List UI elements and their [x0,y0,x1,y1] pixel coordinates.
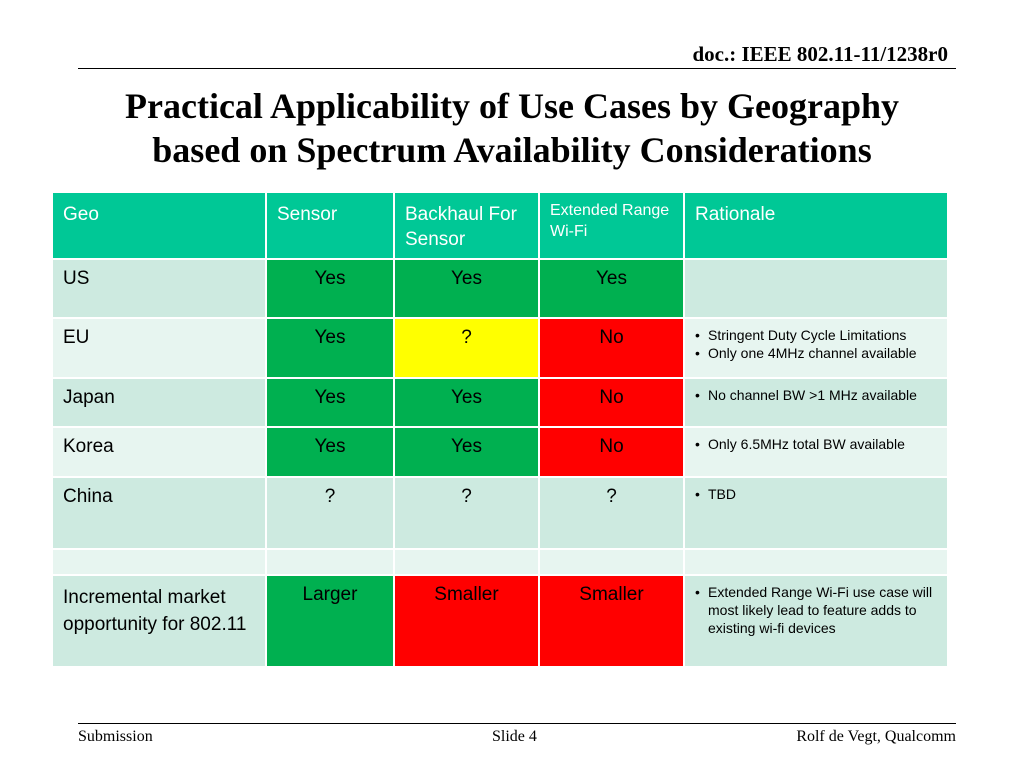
extended-range-cell: ? [538,476,685,550]
sensor-cell: ? [265,476,395,550]
table-row: China ? ? ? TBD [51,476,949,550]
backhaul-cell: Smaller [393,574,540,668]
sensor-cell: Yes [265,377,395,428]
table-row: EU Yes ? No Stringent Duty Cycle Limitat… [51,317,949,379]
extended-range-cell: Yes [538,258,685,319]
footer-divider [78,723,956,724]
backhaul-cell: ? [393,476,540,550]
column-header-backhaul: Backhaul For Sensor [393,191,540,260]
geography-applicability-table: Geo Sensor Backhaul For Sensor Extended … [51,191,949,668]
sensor-cell: Yes [265,258,395,319]
column-header-rationale: Rationale [683,191,949,260]
sensor-cell: Larger [265,574,395,668]
column-header-sensor: Sensor [265,191,395,260]
sensor-cell [265,548,395,576]
table-row [51,548,949,576]
rationale-item: Only one 4MHz channel available [695,344,939,362]
rationale-cell [683,548,949,576]
backhaul-cell: Yes [393,377,540,428]
geo-cell: US [51,258,267,319]
title-line-2: based on Spectrum Availability Considera… [152,129,872,170]
rationale-item: TBD [695,485,939,503]
rationale-cell: Extended Range Wi-Fi use case will most … [683,574,949,668]
extended-range-cell [538,548,685,576]
footer-submission: Submission [78,728,153,745]
document-id: doc.: IEEE 802.11-11/1238r0 [692,42,948,66]
rationale-cell: No channel BW >1 MHz available [683,377,949,428]
rationale-item: No channel BW >1 MHz available [695,386,939,404]
backhaul-cell: Yes [393,426,540,478]
geo-cell: China [51,476,267,550]
backhaul-cell: Yes [393,258,540,319]
table-row: Japan Yes Yes No No channel BW >1 MHz av… [51,377,949,428]
column-header-geo: Geo [51,191,267,260]
backhaul-cell: ? [393,317,540,379]
extended-range-cell: No [538,426,685,478]
extended-range-cell: Smaller [538,574,685,668]
geo-cell: EU [51,317,267,379]
extended-range-cell: No [538,377,685,428]
rationale-cell: TBD [683,476,949,550]
backhaul-cell [393,548,540,576]
geo-cell: Korea [51,426,267,478]
table-row: US Yes Yes Yes [51,258,949,319]
rationale-cell [683,258,949,319]
column-header-extended-range: Extended Range Wi-Fi [538,191,685,260]
geo-cell: Incremental market opportunity for 802.1… [51,574,267,668]
title-line-1: Practical Applicability of Use Cases by … [125,86,899,126]
geo-cell: Japan [51,377,267,428]
sensor-cell: Yes [265,317,395,379]
table-row: Incremental market opportunity for 802.1… [51,574,949,668]
slide-title: Practical Applicability of Use Cases by … [40,85,984,173]
geo-cell [51,548,267,576]
header-divider [78,68,956,69]
sensor-cell: Yes [265,426,395,478]
extended-range-cell: No [538,317,685,379]
rationale-cell: Only 6.5MHz total BW available [683,426,949,478]
rationale-item: Stringent Duty Cycle Limitations [695,326,939,344]
rationale-cell: Stringent Duty Cycle Limitations Only on… [683,317,949,379]
footer-author: Rolf de Vegt, Qualcomm [796,728,956,745]
table-row: Korea Yes Yes No Only 6.5MHz total BW av… [51,426,949,478]
footer-slide-number: Slide 4 [492,728,537,745]
table-header-row: Geo Sensor Backhaul For Sensor Extended … [51,191,949,260]
rationale-item: Only 6.5MHz total BW available [695,435,939,453]
rationale-item: Extended Range Wi-Fi use case will most … [695,583,939,637]
